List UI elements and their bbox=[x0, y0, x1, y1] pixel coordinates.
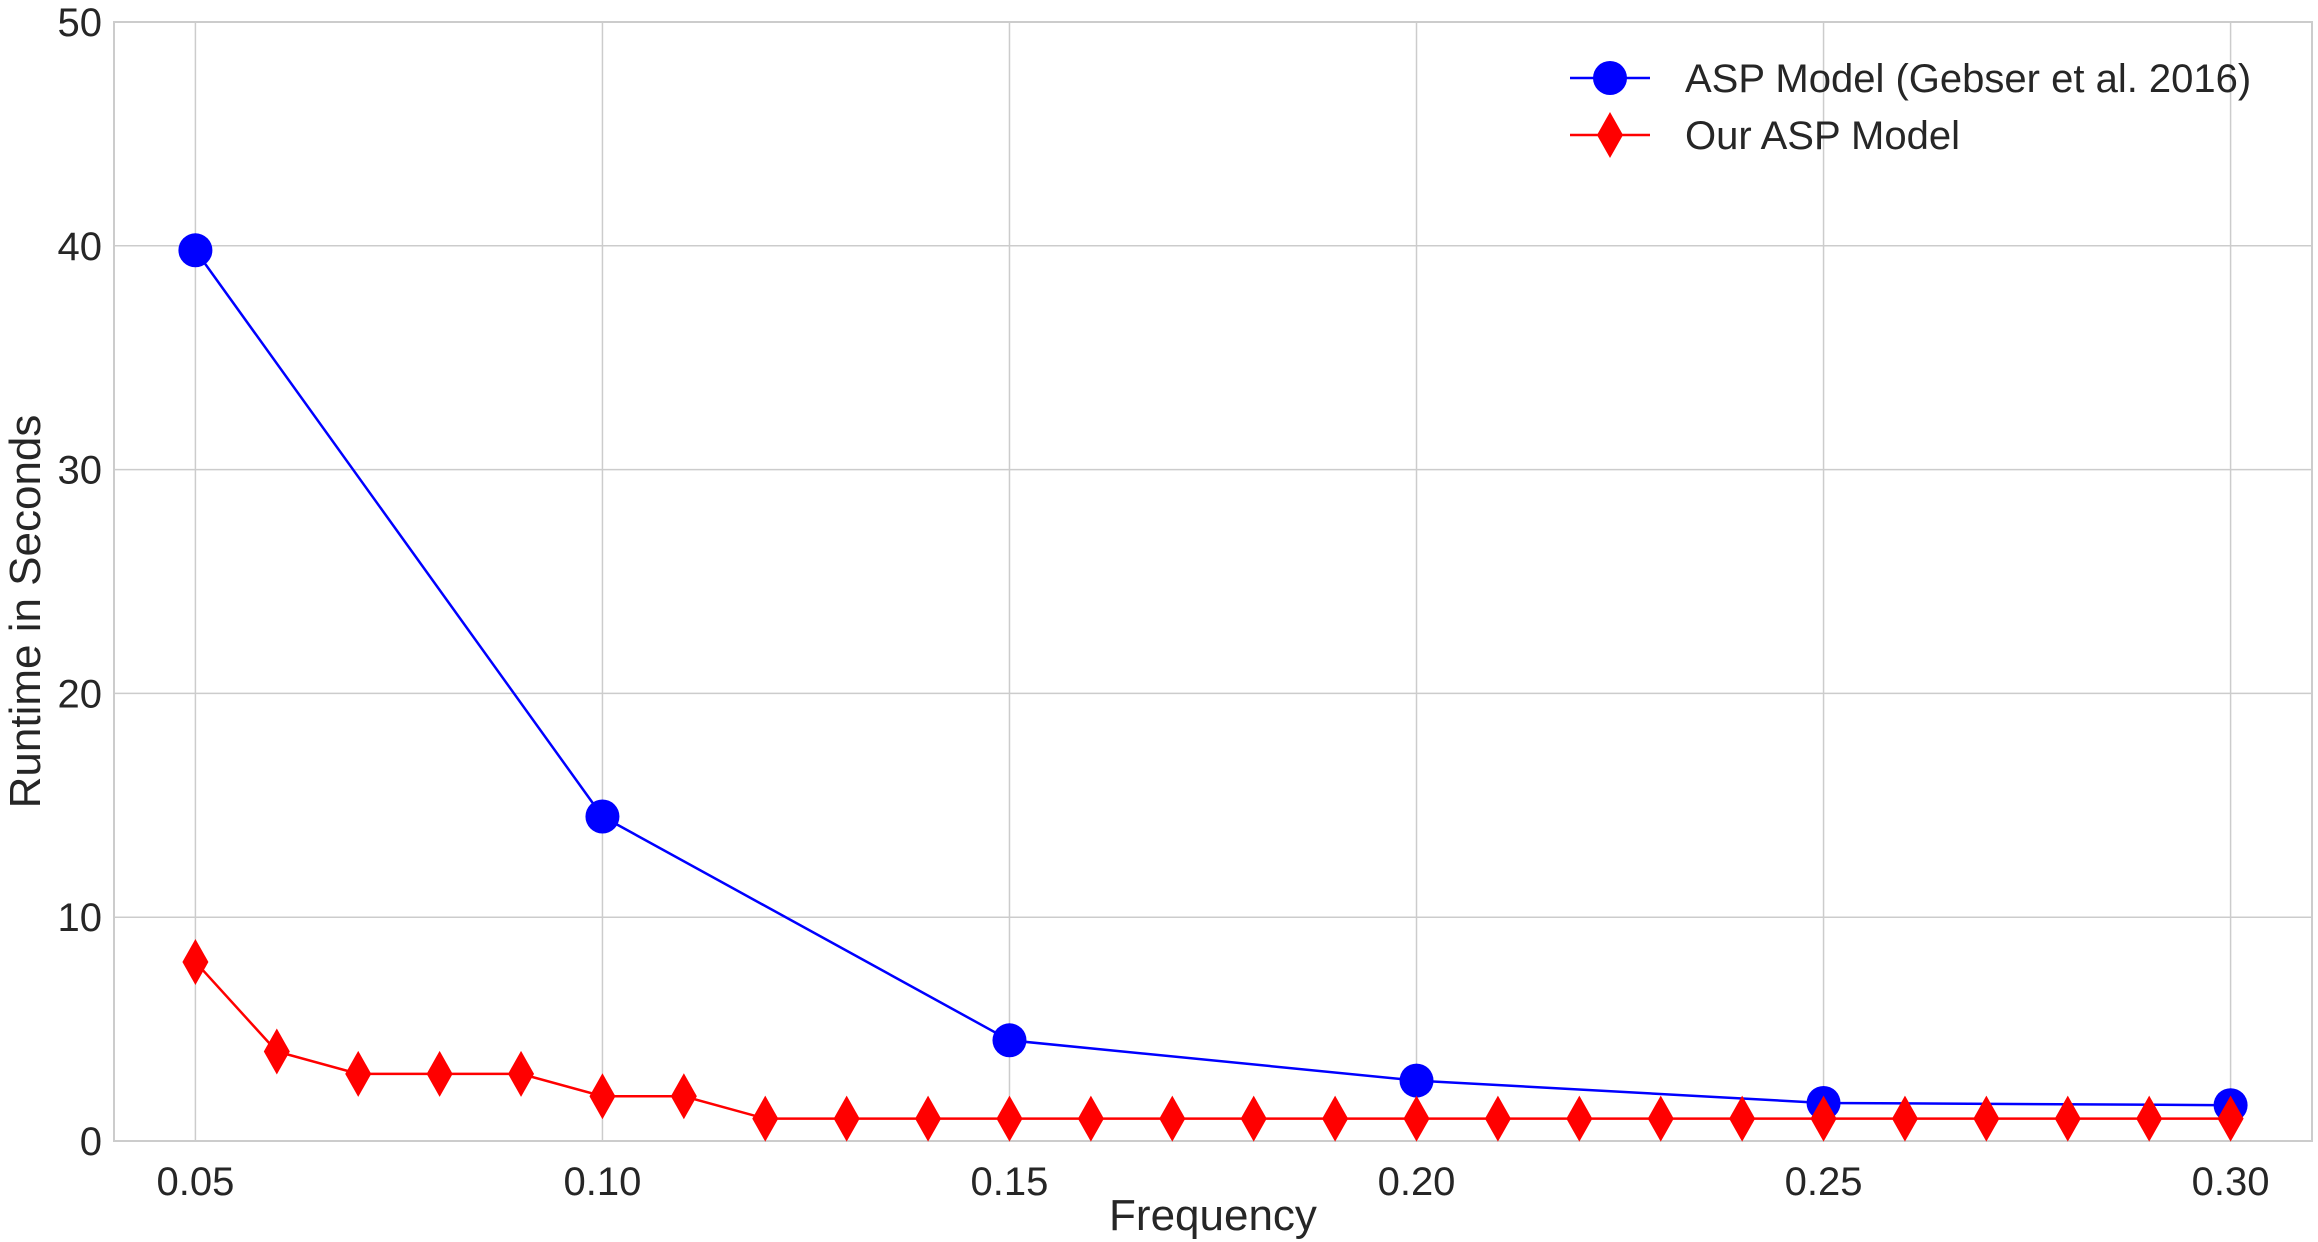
data-point-1 bbox=[1647, 1095, 1674, 1142]
data-point-legend-1 bbox=[1597, 112, 1623, 158]
x-tick-label: 0.10 bbox=[564, 1160, 642, 1204]
x-tick-label: 0.15 bbox=[971, 1160, 1049, 1204]
series-1 bbox=[182, 938, 2244, 1142]
data-point-1 bbox=[1891, 1095, 1918, 1142]
plot-area-frame bbox=[113, 21, 2313, 1142]
y-tick-label: 50 bbox=[58, 1, 103, 45]
data-point-0 bbox=[178, 233, 213, 268]
legend: ASP Model (Gebser et al. 2016) Our ASP Mo… bbox=[1570, 57, 2251, 158]
data-point-1 bbox=[752, 1095, 779, 1142]
data-point-1 bbox=[2054, 1095, 2081, 1142]
data-point-1 bbox=[1077, 1095, 1104, 1142]
data-point-1 bbox=[589, 1073, 616, 1120]
legend-label-1: Our ASP Model bbox=[1685, 114, 1960, 158]
series-line-0 bbox=[194, 249, 2231, 1107]
data-point-1 bbox=[426, 1050, 453, 1097]
y-tick-label: 30 bbox=[58, 449, 103, 493]
data-point-1 bbox=[2217, 1095, 2244, 1142]
data-point-1 bbox=[508, 1050, 535, 1097]
data-point-1 bbox=[1322, 1095, 1349, 1142]
y-tick-label: 20 bbox=[58, 672, 103, 716]
x-tick-label: 0.20 bbox=[1378, 1160, 1456, 1204]
legend-label-0: ASP Model (Gebser et al. 2016) bbox=[1685, 57, 2251, 101]
series-0 bbox=[178, 233, 2248, 1123]
data-point-1 bbox=[263, 1028, 290, 1075]
data-point-1 bbox=[1159, 1095, 1186, 1142]
data-point-1 bbox=[1729, 1095, 1756, 1142]
data-point-0 bbox=[992, 1023, 1027, 1058]
x-axis-title: Frequency bbox=[1109, 1191, 1317, 1240]
data-point-1 bbox=[1566, 1095, 1593, 1142]
y-axis-title: Runtime in Seconds bbox=[1, 415, 50, 809]
data-point-0 bbox=[585, 799, 620, 834]
x-tick-label: 0.05 bbox=[156, 1160, 234, 1204]
data-point-1 bbox=[1240, 1095, 1267, 1142]
tick-labels: 0.05 0.10 0.15 0.20 0.25 0.30 0 10 20 30 40 50 bbox=[58, 1, 2270, 1204]
legend-entry-1: Our ASP Model bbox=[1570, 112, 1960, 158]
legend-entry-0: ASP Model (Gebser et al. 2016) bbox=[1570, 57, 2251, 101]
data-point-1 bbox=[182, 938, 209, 985]
series-line-1 bbox=[194, 961, 2231, 1120]
data-point-1 bbox=[1810, 1095, 1837, 1142]
data-point-1 bbox=[345, 1050, 372, 1097]
data-point-1 bbox=[833, 1095, 860, 1142]
data-point-1 bbox=[1484, 1095, 1511, 1142]
data-point-legend-0 bbox=[1593, 61, 1627, 95]
y-tick-label: 10 bbox=[58, 896, 103, 940]
data-point-0 bbox=[1399, 1063, 1434, 1098]
x-tick-label: 0.30 bbox=[2192, 1160, 2270, 1204]
data-point-1 bbox=[1973, 1095, 2000, 1142]
data-point-1 bbox=[670, 1073, 697, 1120]
data-point-1 bbox=[915, 1095, 942, 1142]
x-tick-label: 0.25 bbox=[1785, 1160, 1863, 1204]
series-layer bbox=[178, 233, 2248, 1142]
data-point-1 bbox=[1403, 1095, 1430, 1142]
data-point-1 bbox=[996, 1095, 1023, 1142]
y-tick-label: 40 bbox=[58, 225, 103, 269]
y-tick-label: 0 bbox=[80, 1120, 102, 1164]
data-point-1 bbox=[2136, 1095, 2163, 1142]
